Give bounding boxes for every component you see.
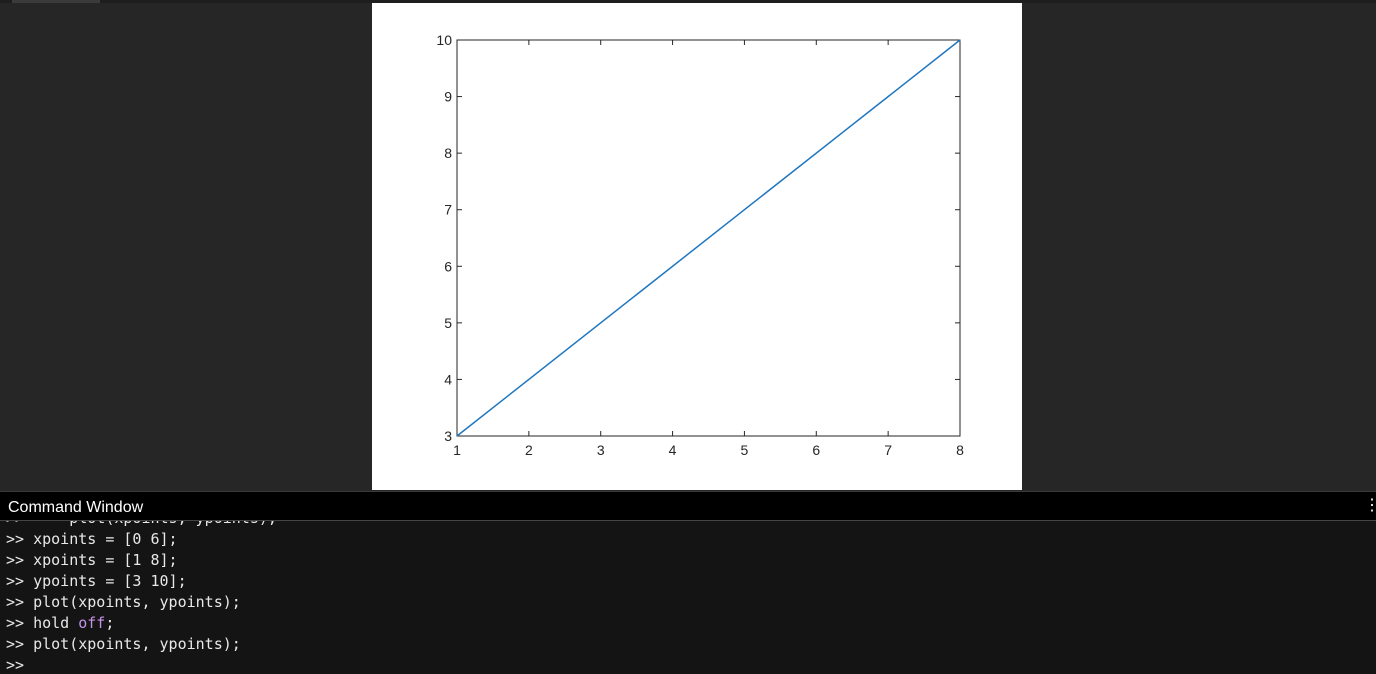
command-prompt[interactable]: >> <box>6 656 34 674</box>
command-line: >> xpoints = [0 6]; <box>6 530 178 548</box>
y-tick-label: 8 <box>444 145 452 161</box>
keyword-off: off <box>78 614 106 632</box>
command-suffix: ; <box>105 614 115 632</box>
x-tick-label: 3 <box>597 442 605 458</box>
series-line <box>456 39 961 437</box>
y-tick-label: 7 <box>444 202 452 218</box>
x-tick-label: 4 <box>669 442 677 458</box>
command-window[interactable]: Command Window ⋮ >> plot(xpoints, ypoint… <box>0 491 1376 674</box>
x-tick-label: 8 <box>956 442 964 458</box>
x-tick-label: 2 <box>525 442 533 458</box>
command-output[interactable]: >> plot(xpoints, ypoints); >> xpoints = … <box>0 521 1376 674</box>
command-line-hold: >> hold off; <box>6 613 114 634</box>
command-line: >> plot(xpoints, ypoints); <box>6 635 241 653</box>
x-tick-label: 1 <box>453 442 461 458</box>
command-line: >> ypoints = [3 10]; <box>6 572 187 590</box>
active-tab-indicator[interactable] <box>12 0 100 3</box>
x-tick-label: 5 <box>741 442 749 458</box>
y-tick-label: 4 <box>444 371 452 387</box>
command-text: >> hold <box>6 614 79 632</box>
y-tick-label: 5 <box>444 315 452 331</box>
more-options-icon[interactable]: ⋮ <box>1364 497 1376 514</box>
command-line: >> xpoints = [1 8]; <box>6 551 178 569</box>
command-window-header: Command Window ⋮ <box>0 492 1376 521</box>
y-tick-label: 6 <box>444 258 452 274</box>
top-toolbar-strip <box>0 0 1376 3</box>
figure-canvas: 1 2 3 4 5 6 7 8 3 4 5 6 7 8 9 10 <box>372 3 1022 490</box>
x-tick-label: 6 <box>812 442 820 458</box>
axes-box <box>456 39 961 437</box>
x-tick-label: 7 <box>884 442 892 458</box>
y-tick-label: 10 <box>436 32 452 48</box>
figure-area: 1 2 3 4 5 6 7 8 3 4 5 6 7 8 9 10 <box>0 3 1376 491</box>
line-plot: 1 2 3 4 5 6 7 8 3 4 5 6 7 8 9 10 <box>436 32 964 458</box>
command-line: >> plot(xpoints, ypoints); <box>6 593 241 611</box>
y-tick-label: 9 <box>444 89 452 105</box>
y-tick-label: 3 <box>444 428 452 444</box>
command-window-title: Command Window <box>8 499 144 516</box>
command-line-partial: >> plot(xpoints, ypoints); <box>6 521 277 529</box>
